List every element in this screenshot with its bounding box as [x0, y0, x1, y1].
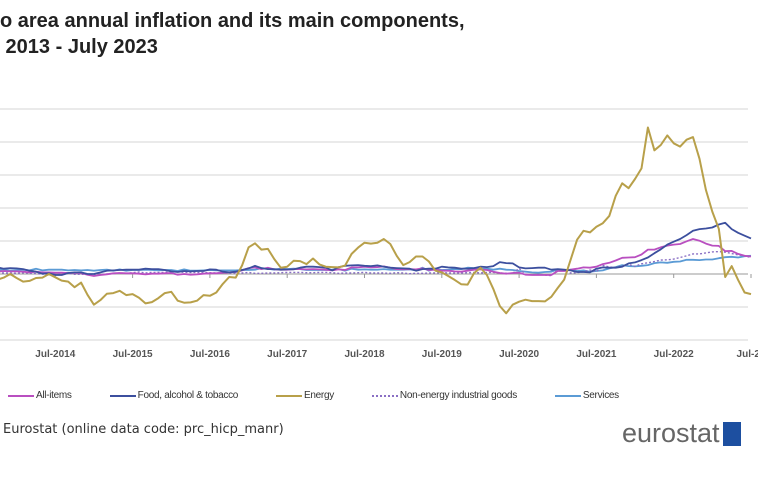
x-tick-label: Jul-2019	[422, 349, 462, 360]
legend-label: Food, alcohol & tobacco	[137, 390, 239, 401]
legend-swatch	[8, 394, 34, 397]
series-line-energy	[0, 126, 752, 315]
gridlines	[0, 108, 748, 341]
legend-label: Non-energy industrial goods	[399, 390, 517, 401]
series-line-food-alcohol-tobacco	[0, 221, 752, 276]
chart-title: o area annual inflation and its main com…	[0, 10, 465, 58]
x-axis-ticks: Jul-2014 Jul-2015 Jul-2016 Jul-2017 Jul-2018…	[35, 274, 758, 360]
legend: All-items Food, alcohol & tobacco Energy…	[8, 390, 657, 401]
legend-item-all-items: All-items	[8, 390, 72, 401]
legend-label: Services	[582, 390, 619, 401]
x-tick-label: Jul-2016	[190, 349, 230, 360]
legend-item-energy: Energy	[276, 390, 334, 401]
series-line-services	[0, 254, 752, 274]
legend-item-neig: Non-energy industrial goods	[371, 390, 517, 401]
legend-item-services: Services	[554, 390, 619, 401]
legend-swatch	[371, 394, 398, 397]
eu-flag-icon	[722, 421, 741, 446]
legend-item-food: Food, alcohol & tobacco	[109, 390, 239, 401]
x-tick-label: Jul-20	[737, 349, 758, 360]
x-tick-label: Jul-2020	[499, 349, 539, 360]
x-tick-label: Jul-2018	[344, 349, 384, 360]
x-tick-label: Jul-2022	[654, 349, 694, 360]
series-lines	[0, 126, 752, 315]
eurostat-logo: eurostat	[622, 418, 741, 449]
source-note: Eurostat (online data code: prc_hicp_man…	[3, 422, 284, 437]
legend-label: Energy	[304, 390, 334, 401]
line-chart: Jul-2014 Jul-2015 Jul-2016 Jul-2017 Jul-2018…	[0, 108, 758, 360]
legend-label: All-items	[36, 390, 72, 401]
x-tick-label: Jul-2021	[576, 349, 616, 360]
x-tick-label: Jul-2017	[267, 349, 307, 360]
legend-swatch	[276, 394, 303, 397]
x-tick-label: Jul-2015	[113, 349, 153, 360]
x-tick-label: Jul-2014	[35, 349, 75, 360]
logo-text: eurostat	[622, 418, 720, 448]
legend-swatch	[109, 394, 136, 397]
legend-swatch	[554, 394, 581, 397]
